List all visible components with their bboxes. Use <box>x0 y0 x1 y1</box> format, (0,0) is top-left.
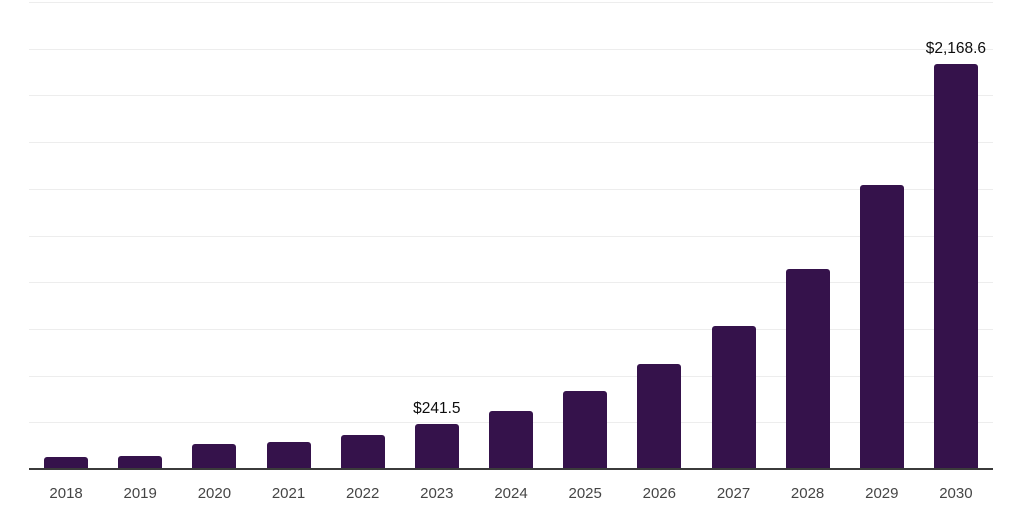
bar-2021 <box>266 441 311 469</box>
x-axis-label-2025: 2025 <box>568 485 602 502</box>
gridline-1250 <box>29 235 993 237</box>
bar-2023 <box>414 423 459 469</box>
x-axis-label-2020: 2020 <box>197 485 232 502</box>
bar-2020 <box>192 444 237 469</box>
x-axis-label-2024: 2024 <box>494 485 528 502</box>
x-axis-label-2023: 2023 <box>420 485 454 502</box>
value-label-2023: $241.5 <box>413 399 461 417</box>
gridline-1000 <box>29 282 993 284</box>
bar-2024 <box>489 411 533 469</box>
x-axis-line <box>29 468 993 470</box>
gridline-2000 <box>29 95 993 97</box>
gridline-2250 <box>29 48 993 50</box>
gridline-2500 <box>29 2 993 3</box>
x-axis-label-2026: 2026 <box>642 485 676 502</box>
bar-2028 <box>785 268 830 469</box>
bar-2029 <box>859 185 904 469</box>
bar-2026 <box>637 364 682 469</box>
bar-2019 <box>118 455 163 469</box>
x-axis-label-2019: 2019 <box>123 485 157 502</box>
value-label-2030: $2,168.6 <box>925 39 987 57</box>
bar-2025 <box>563 390 608 469</box>
bar-2027 <box>711 326 756 469</box>
gridline-1500 <box>29 188 993 190</box>
x-axis-label-2018: 2018 <box>49 485 83 502</box>
bar-2022 <box>340 435 385 469</box>
x-axis-label-2030: 2030 <box>939 485 973 502</box>
bar-2030 <box>933 63 978 469</box>
gridline-1750 <box>29 142 993 144</box>
gridline-500 <box>29 375 993 377</box>
x-axis-label-2028: 2028 <box>790 485 825 502</box>
x-axis-label-2022: 2022 <box>346 485 380 502</box>
x-axis-label-2021: 2021 <box>271 485 306 502</box>
x-axis-label-2027: 2027 <box>716 485 751 502</box>
bar-2018 <box>44 457 89 469</box>
gridline-750 <box>29 328 993 330</box>
x-axis-label-2029: 2029 <box>865 485 899 502</box>
